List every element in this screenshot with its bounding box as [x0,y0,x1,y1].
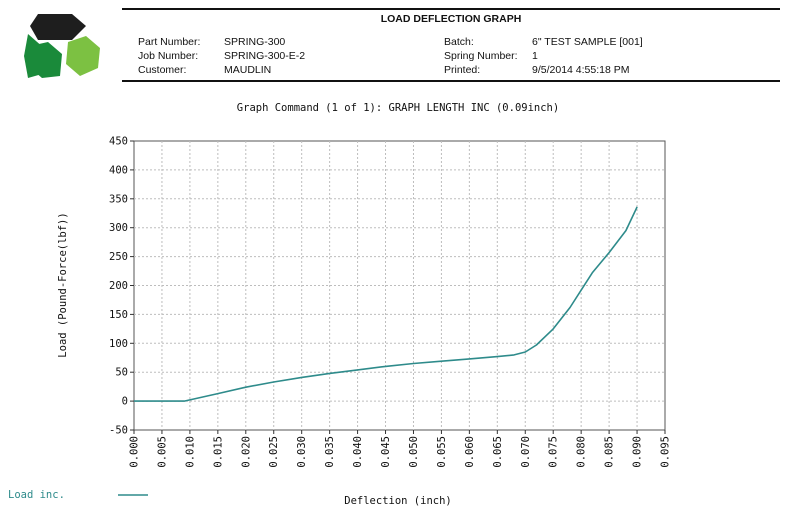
report-title: LOAD DEFLECTION GRAPH [380,13,522,25]
job-number-value: SPRING-300-E-2 [224,50,306,62]
company-logo [24,14,100,78]
job-number-label: Job Number: [138,50,199,62]
spring-number-label: Spring Number: [444,50,518,62]
x-tick-label: 0.055 [436,436,448,468]
customer-value: MAUDLIN [224,64,272,76]
x-tick-label: 0.010 [184,436,196,468]
logo-lightgreen-hexagon [66,36,100,76]
y-tick-label: 300 [109,222,128,234]
x-tick-label: 0.065 [492,436,504,468]
x-tick-label: 0.080 [576,436,588,468]
x-tick-label: 0.005 [156,436,168,468]
x-tick-label: 0.030 [296,436,308,468]
x-tick-label: 0.040 [352,436,364,468]
x-tick-label: 0.045 [380,436,392,468]
y-tick-label: 150 [109,309,128,321]
y-tick-label: 100 [109,338,128,350]
printed-value: 9/5/2014 4:55:18 PM [532,64,630,76]
x-tick-label: 0.095 [660,436,672,468]
y-tick-label: 450 [109,136,128,148]
y-tick-label: -50 [109,425,128,437]
x-tick-label: 0.075 [548,436,560,468]
x-tick-label: 0.070 [520,436,532,468]
batch-value: 6" TEST SAMPLE [001] [532,36,643,48]
x-tick-label: 0.025 [268,436,280,468]
x-tick-label: 0.000 [129,436,141,468]
x-tick-label: 0.085 [604,436,616,468]
logo-dark-hexagon [30,14,86,40]
y-tick-label: 350 [109,193,128,205]
x-axis-title: Deflection (inch) [344,495,451,507]
batch-label: Batch: [444,36,474,48]
logo-darkgreen-hexagon [28,42,62,78]
part-number-value: SPRING-300 [224,36,286,48]
spring-number-value: 1 [532,50,538,62]
y-tick-label: 200 [109,280,128,292]
x-tick-label: 0.050 [408,436,420,468]
x-tick-label: 0.015 [212,436,224,468]
y-tick-label: 50 [115,367,128,379]
x-tick-label: 0.090 [632,436,644,468]
customer-label: Customer: [138,64,187,76]
x-tick-label: 0.020 [240,436,252,468]
printed-label: Printed: [444,64,481,76]
chart-title: Graph Command (1 of 1): GRAPH LENGTH INC… [236,102,560,114]
x-tick-label: 0.035 [324,436,336,468]
legend-label: Load inc. [8,489,65,501]
x-tick-label: 0.060 [464,436,476,468]
y-tick-label: 250 [109,251,128,263]
part-number-label: Part Number: [138,36,201,48]
series-line-load-inc [134,206,638,402]
y-tick-label: 400 [109,164,128,176]
report-header: LOAD DEFLECTION GRAPH Part Number: SPRIN… [122,8,780,82]
y-tick-label: 0 [122,396,128,408]
y-axis-title: Load (Pound-Force(lbf)) [57,212,69,357]
